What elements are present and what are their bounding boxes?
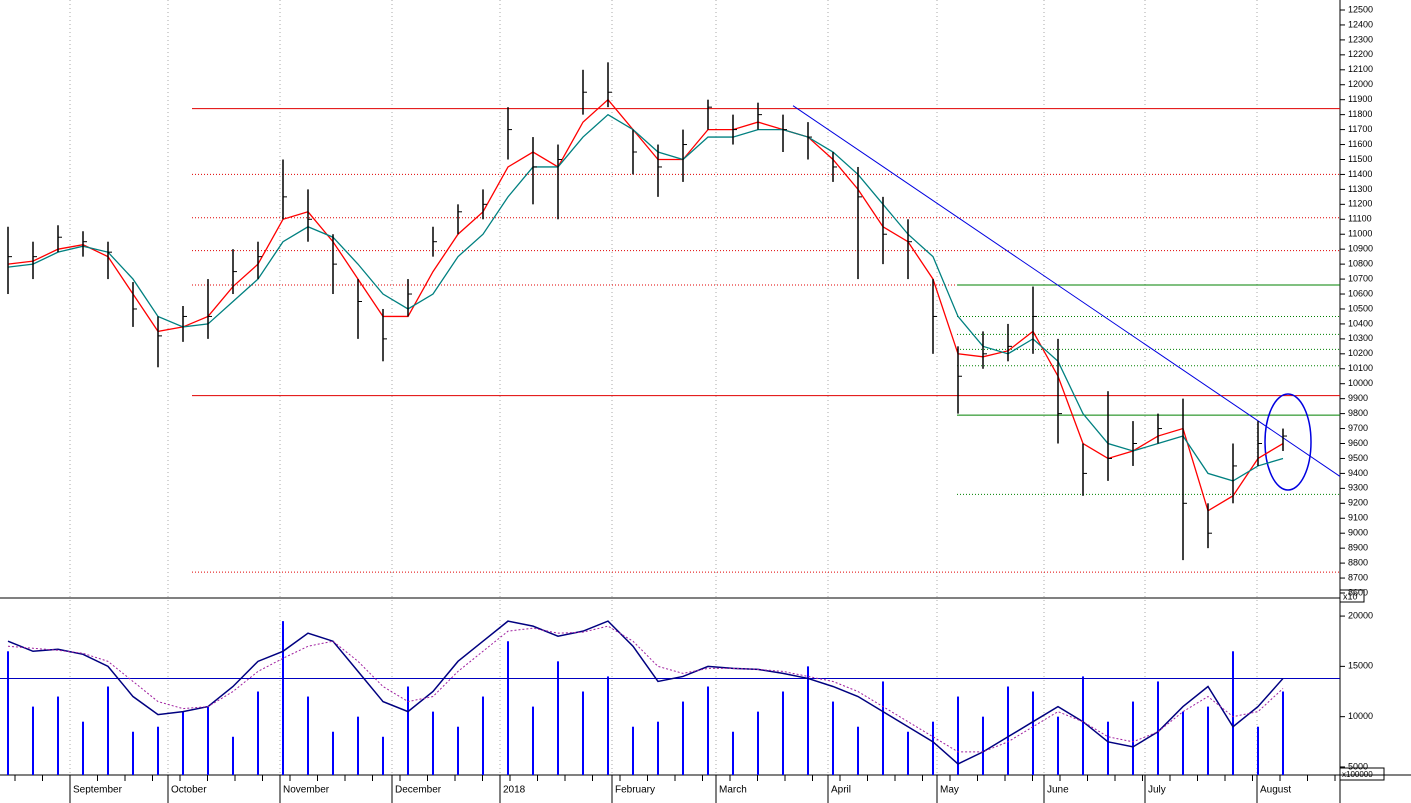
highlight-circle [1264,393,1312,491]
month-label: August [1260,785,1291,796]
y-tick-label: 11700 [1348,124,1372,134]
month-label: 2018 [503,785,526,796]
price-unit: x10 [1343,591,1358,601]
month-label: February [615,785,655,796]
y-tick-label: 10200 [1348,348,1373,358]
month-label: May [940,785,959,796]
month-label: March [719,785,747,796]
y-tick-label: 10300 [1348,333,1373,343]
y-tick-label: 12000 [1348,79,1373,89]
y-tick-label: 11000 [1348,229,1372,239]
month-label: December [395,785,442,796]
month-label: October [171,785,207,796]
trend-line [792,105,1341,477]
y-tick-label: 10700 [1348,273,1373,283]
month-label: September [73,785,123,796]
y-tick-label: 10900 [1348,244,1373,254]
volume-tick-label: 10000 [1348,711,1373,721]
y-tick-label: 12400 [1348,19,1373,29]
y-tick-label: 11300 [1348,184,1372,194]
y-tick-label: 9800 [1348,408,1368,418]
y-tick-label: 11800 [1348,109,1372,119]
y-tick-label: 10600 [1348,288,1373,298]
y-tick-label: 9600 [1348,438,1368,448]
y-tick-label: 8700 [1348,572,1368,582]
month-label: April [831,785,851,796]
y-tick-label: 8600 [1348,587,1368,597]
volume-tick-label: 20000 [1348,610,1373,620]
y-tick-label: 9000 [1348,528,1368,538]
y-tick-label: 11400 [1348,169,1372,179]
y-tick-label: 11600 [1348,139,1372,149]
y-tick-label: 8800 [1348,557,1368,567]
volume-average [7,620,1284,765]
y-tick-label: 10500 [1348,303,1373,313]
y-tick-label: 10100 [1348,363,1373,373]
moving-average [7,98,1284,512]
y-tick-label: 9300 [1348,483,1368,493]
month-label: November [283,785,330,796]
y-tick-label: 11900 [1348,94,1372,104]
volume-tick-label: 5000 [1348,761,1368,771]
y-tick-label: 8900 [1348,543,1368,553]
y-tick-label: 9200 [1348,498,1368,508]
y-tick-label: 12300 [1348,34,1373,44]
volume-tick-label: 15000 [1348,661,1373,671]
y-tick-label: 12500 [1348,4,1373,14]
y-tick-label: 9100 [1348,513,1368,523]
y-tick-label: 10800 [1348,259,1373,269]
volume-average [7,625,1284,753]
moving-average [7,113,1284,482]
y-tick-label: 9500 [1348,453,1368,463]
y-tick-label: 12100 [1348,64,1373,74]
y-tick-label: 11100 [1348,214,1372,224]
y-tick-label: 11200 [1348,199,1372,209]
y-tick-label: 10000 [1348,378,1373,388]
y-tick-label: 9400 [1348,468,1368,478]
y-tick-label: 9900 [1348,393,1368,403]
month-label: June [1047,785,1069,796]
y-tick-label: 9700 [1348,423,1368,433]
y-tick-label: 11500 [1348,154,1372,164]
y-tick-label: 10400 [1348,318,1373,328]
month-label: July [1148,785,1166,796]
y-tick-label: 12200 [1348,49,1373,59]
